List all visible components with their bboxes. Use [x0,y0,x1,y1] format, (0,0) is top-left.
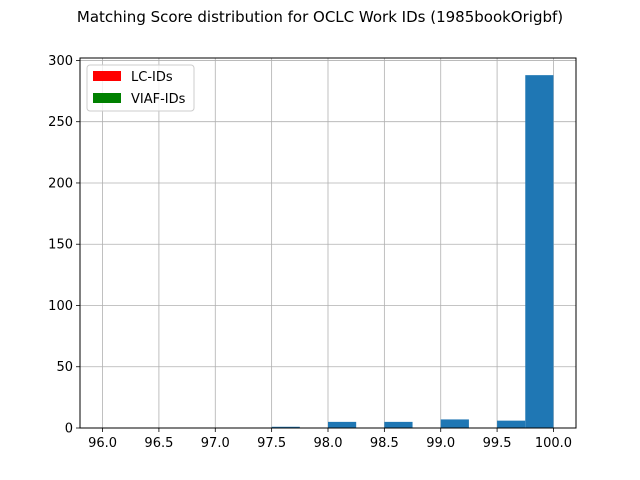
legend: LC-IDs VIAF-IDs [86,64,195,112]
legend-label: VIAF-IDs [131,92,186,107]
histogram-bar [271,426,300,428]
y-tick-label: 150 [48,238,73,253]
y-tick-label: 300 [48,54,73,69]
x-tick-label: 98.5 [370,436,399,451]
chart-title: Matching Score distribution for OCLC Wor… [77,8,563,26]
legend-swatch [93,93,121,103]
x-tick-label: 97.0 [201,436,230,451]
x-tick-label: 96.5 [144,436,173,451]
y-tick-label: 250 [48,115,73,130]
x-tick-label: 99.5 [483,436,512,451]
legend-label: LC-IDs [131,70,173,85]
x-tick-label: 98.0 [314,436,343,451]
y-tick-label: 50 [56,360,73,375]
histogram-bar [384,421,413,428]
y-tick-label: 100 [48,299,73,314]
y-tick-label: 200 [48,176,73,191]
histogram-bar [525,75,554,429]
x-tick-label: 100.0 [535,436,572,451]
histogram-bar [497,420,526,428]
bars [271,75,554,429]
y-axis-ticks: 0 50 100 150 200 250 300 [48,54,80,437]
x-axis-ticks: 96.0 96.5 97.0 97.5 98.0 98.5 99.0 99.5 100.0 [88,428,572,451]
legend-swatch [93,71,121,81]
histogram-bar [328,421,357,428]
histogram-bar [440,419,469,428]
x-tick-label: 99.0 [426,436,455,451]
x-tick-label: 97.5 [257,436,286,451]
y-tick-label: 0 [65,422,73,437]
grid [80,58,576,429]
x-tick-label: 96.0 [88,436,117,451]
